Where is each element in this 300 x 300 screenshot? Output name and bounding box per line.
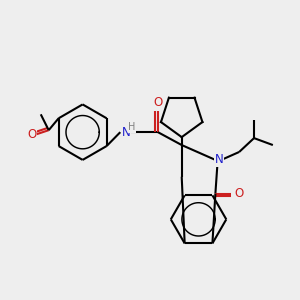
Text: O: O <box>153 96 163 109</box>
Text: O: O <box>235 187 244 200</box>
Text: H: H <box>128 122 136 132</box>
Text: O: O <box>27 128 37 141</box>
Text: N: N <box>122 126 130 139</box>
Text: N: N <box>215 153 224 167</box>
